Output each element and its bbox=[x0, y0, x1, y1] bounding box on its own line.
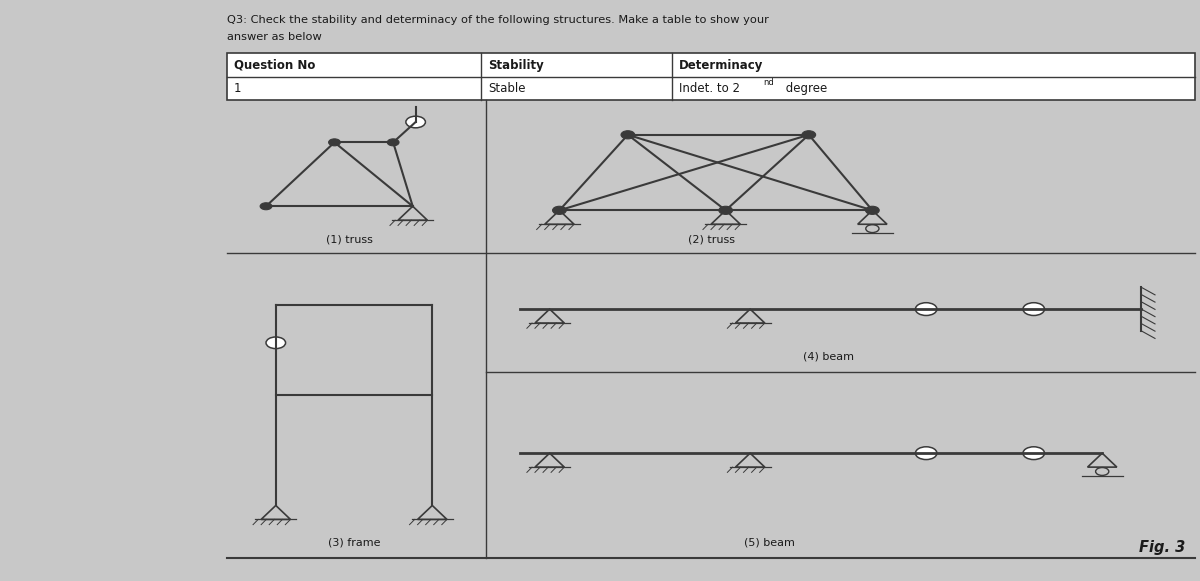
Text: (2) truss: (2) truss bbox=[688, 234, 734, 244]
Text: Indet. to 2: Indet. to 2 bbox=[679, 82, 739, 95]
Circle shape bbox=[916, 447, 937, 460]
Circle shape bbox=[719, 206, 732, 214]
Circle shape bbox=[865, 206, 880, 214]
Text: nd: nd bbox=[763, 78, 774, 87]
Text: Question No: Question No bbox=[234, 59, 316, 71]
Circle shape bbox=[552, 206, 566, 214]
Circle shape bbox=[622, 131, 635, 139]
Text: (5) beam: (5) beam bbox=[744, 537, 796, 547]
Circle shape bbox=[406, 116, 426, 128]
Text: Stable: Stable bbox=[488, 82, 526, 95]
Text: (4) beam: (4) beam bbox=[803, 352, 854, 361]
FancyBboxPatch shape bbox=[227, 53, 1195, 100]
Text: (1) truss: (1) truss bbox=[325, 234, 372, 244]
Text: Determinacy: Determinacy bbox=[679, 59, 763, 71]
Circle shape bbox=[1022, 303, 1044, 315]
Circle shape bbox=[802, 131, 816, 139]
Text: (3) frame: (3) frame bbox=[328, 537, 380, 547]
Text: degree: degree bbox=[782, 82, 828, 95]
Circle shape bbox=[260, 203, 272, 210]
Text: Stability: Stability bbox=[488, 59, 544, 71]
Circle shape bbox=[266, 337, 286, 349]
Circle shape bbox=[388, 139, 400, 146]
Circle shape bbox=[329, 139, 341, 146]
Text: Q3: Check the stability and determinacy of the following structures. Make a tabl: Q3: Check the stability and determinacy … bbox=[227, 15, 769, 24]
Text: answer as below: answer as below bbox=[227, 32, 322, 42]
Circle shape bbox=[916, 303, 937, 315]
Text: Fig. 3: Fig. 3 bbox=[1139, 540, 1186, 555]
Text: 1: 1 bbox=[234, 82, 241, 95]
Circle shape bbox=[1022, 447, 1044, 460]
